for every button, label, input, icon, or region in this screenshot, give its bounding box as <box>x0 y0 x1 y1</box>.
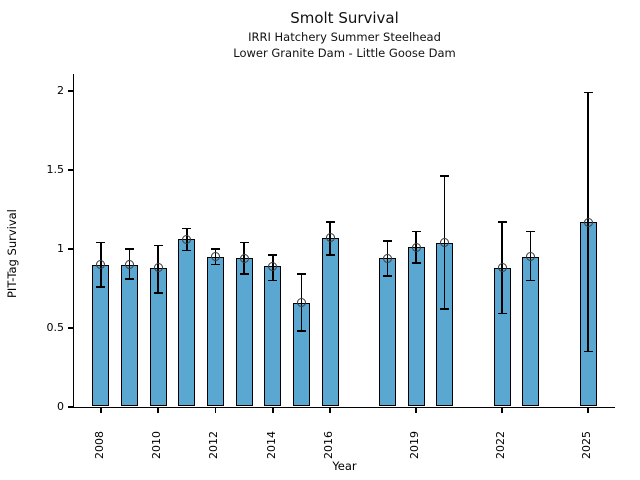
error-cap-bottom <box>210 263 220 266</box>
x-tick-label: 2008 <box>92 431 106 459</box>
error-cap-top <box>182 227 192 230</box>
y-tick-label: 2 <box>57 83 64 97</box>
error-cap-top <box>325 221 335 223</box>
y-tick <box>68 90 73 92</box>
x-tick <box>501 408 503 413</box>
y-tick <box>68 327 73 329</box>
error-cap-top <box>153 244 163 247</box>
bar <box>178 239 196 406</box>
error-cap-bottom <box>440 308 450 310</box>
y-tick <box>68 169 73 171</box>
error-cap-bottom <box>497 312 507 315</box>
chart-title: Smolt Survival <box>290 9 399 27</box>
error-cap-bottom <box>382 275 392 277</box>
error-cap-top <box>440 175 450 177</box>
x-tick-label: 2010 <box>150 431 164 459</box>
marker-circle <box>268 261 278 271</box>
y-tick-label: 0.5 <box>46 320 65 334</box>
error-cap-top <box>382 240 392 242</box>
chart-subtitle-1: IRRI Hatchery Summer Steelhead <box>248 30 441 44</box>
x-tick <box>214 408 217 413</box>
marker-circle <box>153 263 163 273</box>
marker-circle <box>382 253 392 263</box>
x-axis-title: Year <box>332 459 357 473</box>
error-cap-bottom <box>296 330 306 332</box>
marker-circle <box>325 233 335 243</box>
error-cap-top <box>268 254 278 256</box>
bar <box>407 247 425 406</box>
y-tick-label: 1 <box>57 241 64 255</box>
error-cap-bottom <box>583 350 593 353</box>
error-cap-top <box>296 273 306 275</box>
error-cap-bottom <box>411 262 421 264</box>
chart-subtitle-2: Lower Granite Dam - Little Goose Dam <box>233 46 456 60</box>
error-cap-top <box>210 248 220 250</box>
marker-circle <box>497 263 507 273</box>
error-cap-top <box>411 230 421 233</box>
marker-circle <box>296 298 306 308</box>
marker-circle <box>526 252 536 262</box>
error-cap-top <box>239 241 249 244</box>
y-axis-title: PIT-Tag Survival <box>5 209 19 298</box>
error-cap-top <box>497 221 507 223</box>
x-tick <box>329 408 331 413</box>
x-tick <box>587 408 589 413</box>
y-tick-label: 1.5 <box>46 162 65 176</box>
error-cap-bottom <box>526 279 536 282</box>
error-cap-bottom <box>153 292 163 294</box>
marker-circle <box>182 234 192 244</box>
error-cap-bottom <box>268 279 278 282</box>
bar <box>120 264 138 406</box>
error-cap-top <box>124 248 134 250</box>
marker-circle <box>583 217 593 227</box>
marker-circle <box>96 260 106 270</box>
bar <box>206 256 224 406</box>
error-cap-bottom <box>124 278 134 280</box>
y-tick <box>68 406 73 408</box>
error-cap-bottom <box>182 249 192 252</box>
x-tick-label: 2016 <box>322 431 336 459</box>
x-axis-spine <box>72 406 615 408</box>
marker-circle <box>440 238 450 248</box>
x-tick <box>272 408 274 413</box>
x-tick-label: 2019 <box>408 431 422 459</box>
marker-circle <box>239 253 249 263</box>
x-tick-label: 2022 <box>494 431 508 459</box>
error-cap-top <box>96 241 106 244</box>
error-cap-top <box>583 91 593 94</box>
x-tick-label: 2025 <box>580 431 594 459</box>
x-tick <box>157 408 159 413</box>
error-cap-bottom <box>239 273 249 275</box>
x-tick <box>415 408 417 413</box>
x-tick-label: 2014 <box>264 431 278 459</box>
bar <box>264 266 282 406</box>
x-tick <box>100 408 102 413</box>
error-cap-top <box>526 230 536 233</box>
error-cap-bottom <box>96 286 106 288</box>
y-axis-spine <box>72 74 74 408</box>
bar <box>321 237 339 406</box>
error-cap-bottom <box>325 254 335 256</box>
marker-circle <box>210 252 220 262</box>
bar <box>235 258 253 406</box>
y-tick <box>68 248 73 250</box>
marker-circle <box>124 260 134 270</box>
marker-circle <box>411 242 421 252</box>
y-tick-label: 0 <box>57 400 64 413</box>
x-tick-label: 2012 <box>207 431 221 459</box>
bar <box>378 258 396 406</box>
